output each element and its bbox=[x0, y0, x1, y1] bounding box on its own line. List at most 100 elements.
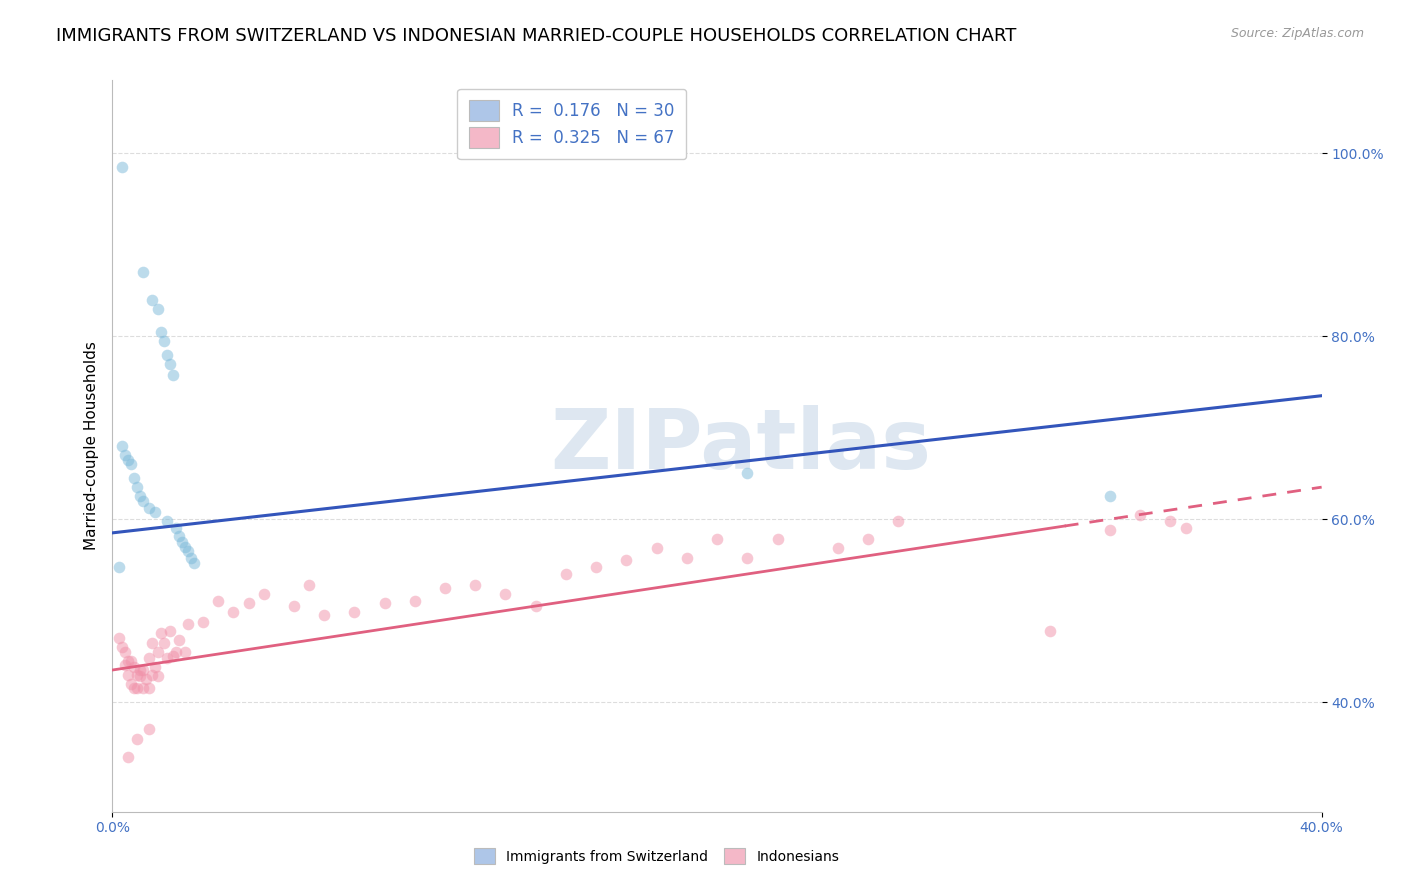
Text: Source: ZipAtlas.com: Source: ZipAtlas.com bbox=[1230, 27, 1364, 40]
Point bbox=[128, 489, 150, 503]
Point bbox=[122, 660, 145, 674]
Point bbox=[1129, 508, 1152, 522]
Point bbox=[1038, 624, 1062, 638]
Point bbox=[141, 667, 163, 681]
Point bbox=[153, 635, 176, 649]
Point bbox=[132, 681, 155, 696]
Point bbox=[110, 439, 132, 453]
Point bbox=[110, 640, 132, 655]
Point bbox=[149, 325, 172, 339]
Point bbox=[180, 550, 202, 565]
Point bbox=[159, 357, 181, 371]
Point bbox=[135, 672, 157, 686]
Point bbox=[706, 533, 728, 547]
Point bbox=[207, 594, 229, 608]
Text: IMMIGRANTS FROM SWITZERLAND VS INDONESIAN MARRIED-COUPLE HOUSEHOLDS CORRELATION : IMMIGRANTS FROM SWITZERLAND VS INDONESIA… bbox=[56, 27, 1017, 45]
Point bbox=[183, 556, 205, 570]
Point bbox=[132, 663, 155, 677]
Point bbox=[253, 587, 276, 601]
Point bbox=[162, 368, 184, 382]
Point bbox=[122, 681, 145, 696]
Point bbox=[117, 654, 139, 668]
Text: ZIPatlas: ZIPatlas bbox=[551, 406, 932, 486]
Point bbox=[238, 596, 260, 610]
Point bbox=[128, 669, 150, 683]
Point bbox=[141, 635, 163, 649]
Point bbox=[554, 567, 576, 582]
Point bbox=[222, 606, 245, 620]
Point bbox=[156, 347, 179, 362]
Point bbox=[120, 457, 142, 471]
Point bbox=[138, 501, 160, 516]
Point bbox=[153, 334, 176, 348]
Point bbox=[737, 467, 759, 481]
Point bbox=[125, 681, 148, 696]
Point bbox=[128, 663, 150, 677]
Point bbox=[167, 632, 190, 647]
Point bbox=[766, 533, 789, 547]
Point bbox=[675, 550, 697, 565]
Y-axis label: Married-couple Households: Married-couple Households bbox=[83, 342, 98, 550]
Point bbox=[1174, 521, 1197, 535]
Point bbox=[827, 541, 849, 556]
Point bbox=[141, 293, 163, 307]
Point bbox=[138, 651, 160, 665]
Point bbox=[283, 599, 305, 613]
Point bbox=[114, 645, 136, 659]
Point bbox=[616, 553, 638, 567]
Point bbox=[146, 301, 169, 316]
Point bbox=[162, 649, 184, 664]
Point bbox=[645, 541, 668, 556]
Point bbox=[170, 535, 193, 549]
Point bbox=[343, 606, 366, 620]
Point bbox=[143, 505, 166, 519]
Point bbox=[167, 528, 190, 542]
Point bbox=[146, 669, 169, 683]
Point bbox=[156, 514, 179, 528]
Point bbox=[132, 265, 155, 279]
Point bbox=[114, 448, 136, 462]
Point bbox=[177, 617, 200, 632]
Point bbox=[433, 581, 456, 595]
Point bbox=[404, 594, 426, 608]
Point bbox=[117, 667, 139, 681]
Point bbox=[314, 608, 336, 623]
Point bbox=[117, 749, 139, 764]
Point bbox=[174, 645, 197, 659]
Point bbox=[110, 160, 132, 174]
Point bbox=[191, 615, 214, 629]
Point bbox=[120, 676, 142, 690]
Point bbox=[117, 452, 139, 467]
Point bbox=[495, 587, 517, 601]
Point bbox=[464, 578, 486, 592]
Point bbox=[114, 658, 136, 673]
Point bbox=[125, 667, 148, 681]
Point bbox=[125, 731, 148, 746]
Point bbox=[737, 550, 759, 565]
Point bbox=[887, 514, 910, 528]
Point bbox=[298, 578, 321, 592]
Point bbox=[146, 645, 169, 659]
Point bbox=[120, 654, 142, 668]
Legend: Immigrants from Switzerland, Indonesians: Immigrants from Switzerland, Indonesians bbox=[467, 841, 846, 871]
Point bbox=[138, 681, 160, 696]
Point bbox=[107, 559, 129, 574]
Point bbox=[122, 471, 145, 485]
Point bbox=[143, 660, 166, 674]
Point bbox=[374, 596, 396, 610]
Point bbox=[174, 540, 197, 554]
Point bbox=[585, 559, 607, 574]
Point bbox=[177, 544, 200, 558]
Point bbox=[165, 521, 187, 535]
Point bbox=[125, 480, 148, 494]
Point bbox=[107, 631, 129, 645]
Point bbox=[1159, 514, 1181, 528]
Point bbox=[1098, 489, 1121, 503]
Point bbox=[524, 599, 547, 613]
Point bbox=[165, 645, 187, 659]
Point bbox=[159, 624, 181, 638]
Point bbox=[856, 533, 880, 547]
Point bbox=[132, 494, 155, 508]
Point bbox=[149, 626, 172, 640]
Point bbox=[156, 651, 179, 665]
